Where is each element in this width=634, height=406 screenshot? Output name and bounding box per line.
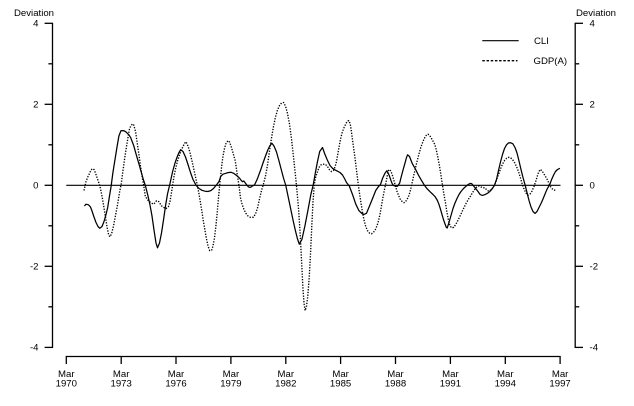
svg-text:Mar: Mar xyxy=(58,369,75,380)
svg-text:-4: -4 xyxy=(590,343,599,354)
svg-text:1979: 1979 xyxy=(220,379,241,390)
svg-text:1988: 1988 xyxy=(385,379,406,390)
svg-text:1982: 1982 xyxy=(275,379,296,390)
svg-text:1991: 1991 xyxy=(440,379,461,390)
svg-text:-2: -2 xyxy=(30,262,39,273)
svg-text:-4: -4 xyxy=(30,343,39,354)
svg-text:Mar: Mar xyxy=(223,369,240,380)
svg-text:CLI: CLI xyxy=(534,36,549,47)
svg-text:Deviation: Deviation xyxy=(576,8,616,19)
svg-text:-2: -2 xyxy=(590,262,599,273)
svg-text:1985: 1985 xyxy=(330,379,351,390)
svg-text:Deviation: Deviation xyxy=(14,8,54,19)
svg-text:Mar: Mar xyxy=(278,369,295,380)
svg-text:1994: 1994 xyxy=(495,379,517,390)
svg-text:1976: 1976 xyxy=(165,379,186,390)
svg-text:Mar: Mar xyxy=(497,369,514,380)
svg-text:Mar: Mar xyxy=(552,369,569,380)
svg-text:Mar: Mar xyxy=(442,369,459,380)
svg-text:Mar: Mar xyxy=(168,369,185,380)
svg-text:Mar: Mar xyxy=(387,369,404,380)
svg-text:2: 2 xyxy=(590,100,595,111)
svg-text:0: 0 xyxy=(33,181,38,192)
svg-text:Mar: Mar xyxy=(332,369,349,380)
svg-text:1997: 1997 xyxy=(549,379,570,390)
svg-text:4: 4 xyxy=(590,19,596,30)
svg-text:GDP(A): GDP(A) xyxy=(534,56,568,67)
svg-text:4: 4 xyxy=(33,19,39,30)
svg-text:2: 2 xyxy=(33,100,38,111)
svg-text:Mar: Mar xyxy=(113,369,130,380)
svg-text:0: 0 xyxy=(590,181,595,192)
svg-text:1973: 1973 xyxy=(111,379,132,390)
svg-text:1970: 1970 xyxy=(56,379,77,390)
